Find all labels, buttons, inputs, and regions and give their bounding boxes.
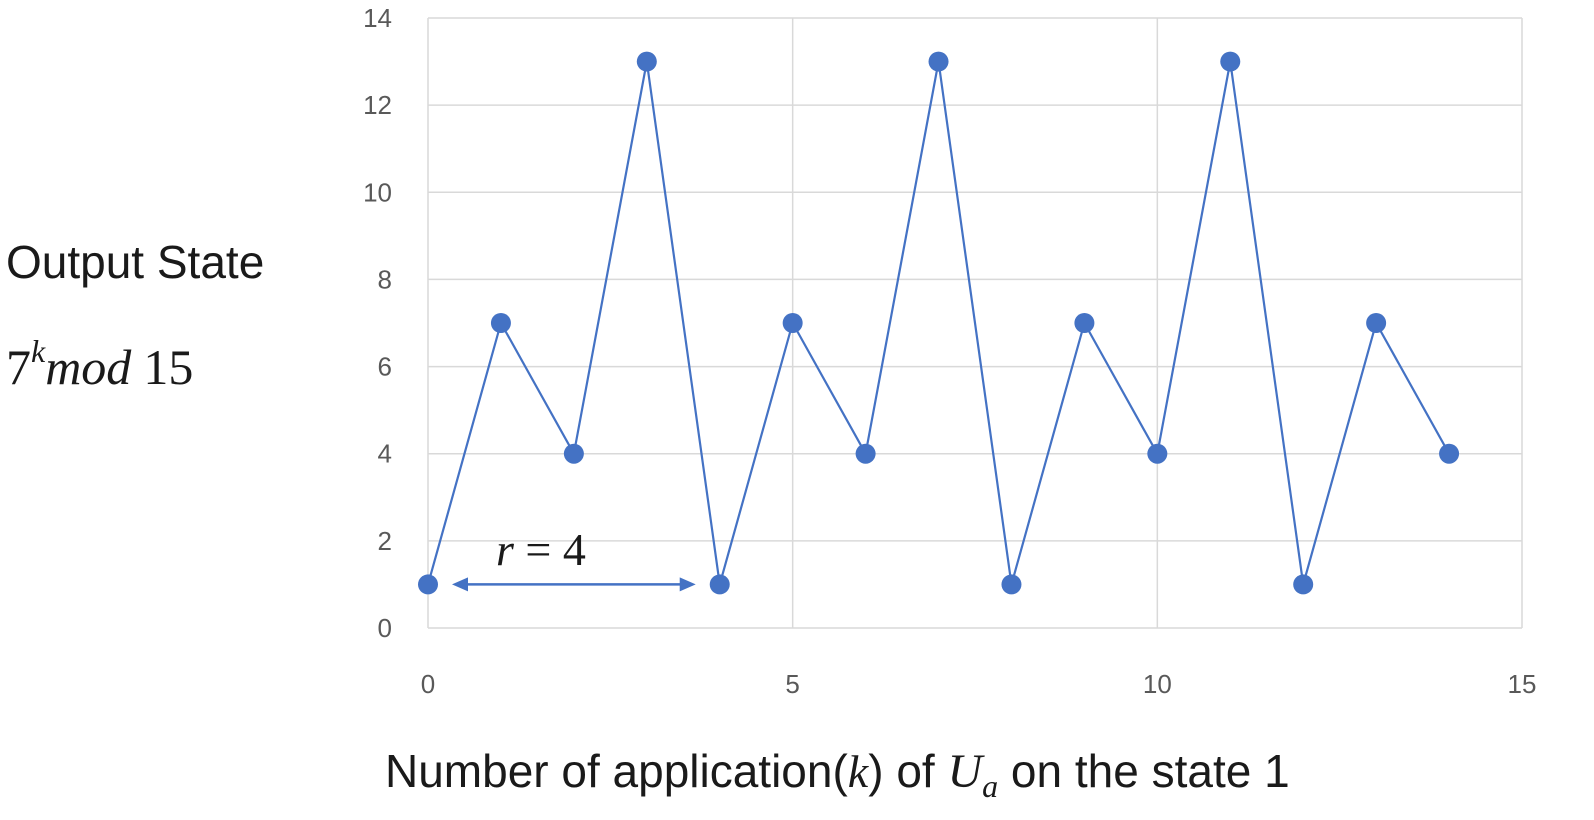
data-point xyxy=(636,51,657,72)
y-tick-label: 4 xyxy=(378,439,392,469)
data-point xyxy=(490,313,511,333)
x-label-subscript: a xyxy=(982,768,998,804)
x-label-mid: ) of xyxy=(868,745,947,797)
y-tick-label: 2 xyxy=(378,526,392,556)
formula-mod: mod xyxy=(45,339,132,395)
period-symbol: r xyxy=(496,524,515,575)
data-point xyxy=(1366,313,1387,333)
data-point xyxy=(928,51,949,72)
x-tick-label: 15 xyxy=(1508,669,1537,699)
y-tick-label: 0 xyxy=(378,613,392,643)
data-point xyxy=(782,313,803,333)
formula-modulus: 15 xyxy=(143,339,193,395)
period-arrowhead-left xyxy=(452,577,468,592)
x-tick-label: 5 xyxy=(785,669,799,699)
x-tick-label: 0 xyxy=(421,669,435,699)
period-value: 4 xyxy=(563,524,586,575)
data-point xyxy=(1001,574,1022,595)
period-annotation: r = 4 xyxy=(452,524,696,592)
data-point xyxy=(1439,443,1460,464)
y-tick-label: 10 xyxy=(363,177,392,207)
y-axis-label-formula: 7kmod 15 xyxy=(6,333,193,395)
x-tick-label: 10 xyxy=(1143,669,1172,699)
data-point xyxy=(1220,51,1241,72)
formula-exponent: k xyxy=(31,333,46,369)
x-label-operator: U xyxy=(947,745,985,798)
formula-base: 7 xyxy=(6,339,31,395)
data-point xyxy=(1147,443,1168,464)
data-point xyxy=(1074,313,1095,333)
x-axis-label: Number of application(k) of Ua on the st… xyxy=(385,745,1290,804)
x-label-prefix: Number of application( xyxy=(385,745,848,797)
series-line xyxy=(426,60,1451,586)
y-tick-label: 12 xyxy=(363,90,392,120)
x-label-suffix: on the state 1 xyxy=(998,745,1290,797)
grid xyxy=(427,17,1523,629)
y-axis-label-line1: Output State xyxy=(6,236,264,288)
y-tick-label: 14 xyxy=(363,3,392,33)
y-tick-label: 6 xyxy=(378,352,392,382)
data-point xyxy=(855,443,876,464)
period-arrowhead-right xyxy=(679,577,696,592)
x-label-var: k xyxy=(848,746,870,797)
axes: 0 2 4 6 8 10 12 14 0 5 10 15 xyxy=(363,3,1536,699)
data-point xyxy=(1293,574,1314,595)
period-label: r = 4 xyxy=(496,524,586,575)
series-layer xyxy=(418,51,1460,595)
data-point xyxy=(418,574,438,595)
y-tick-label: 8 xyxy=(378,264,392,294)
period-equals: = xyxy=(514,524,563,575)
data-point xyxy=(563,443,584,464)
data-point xyxy=(709,574,730,595)
